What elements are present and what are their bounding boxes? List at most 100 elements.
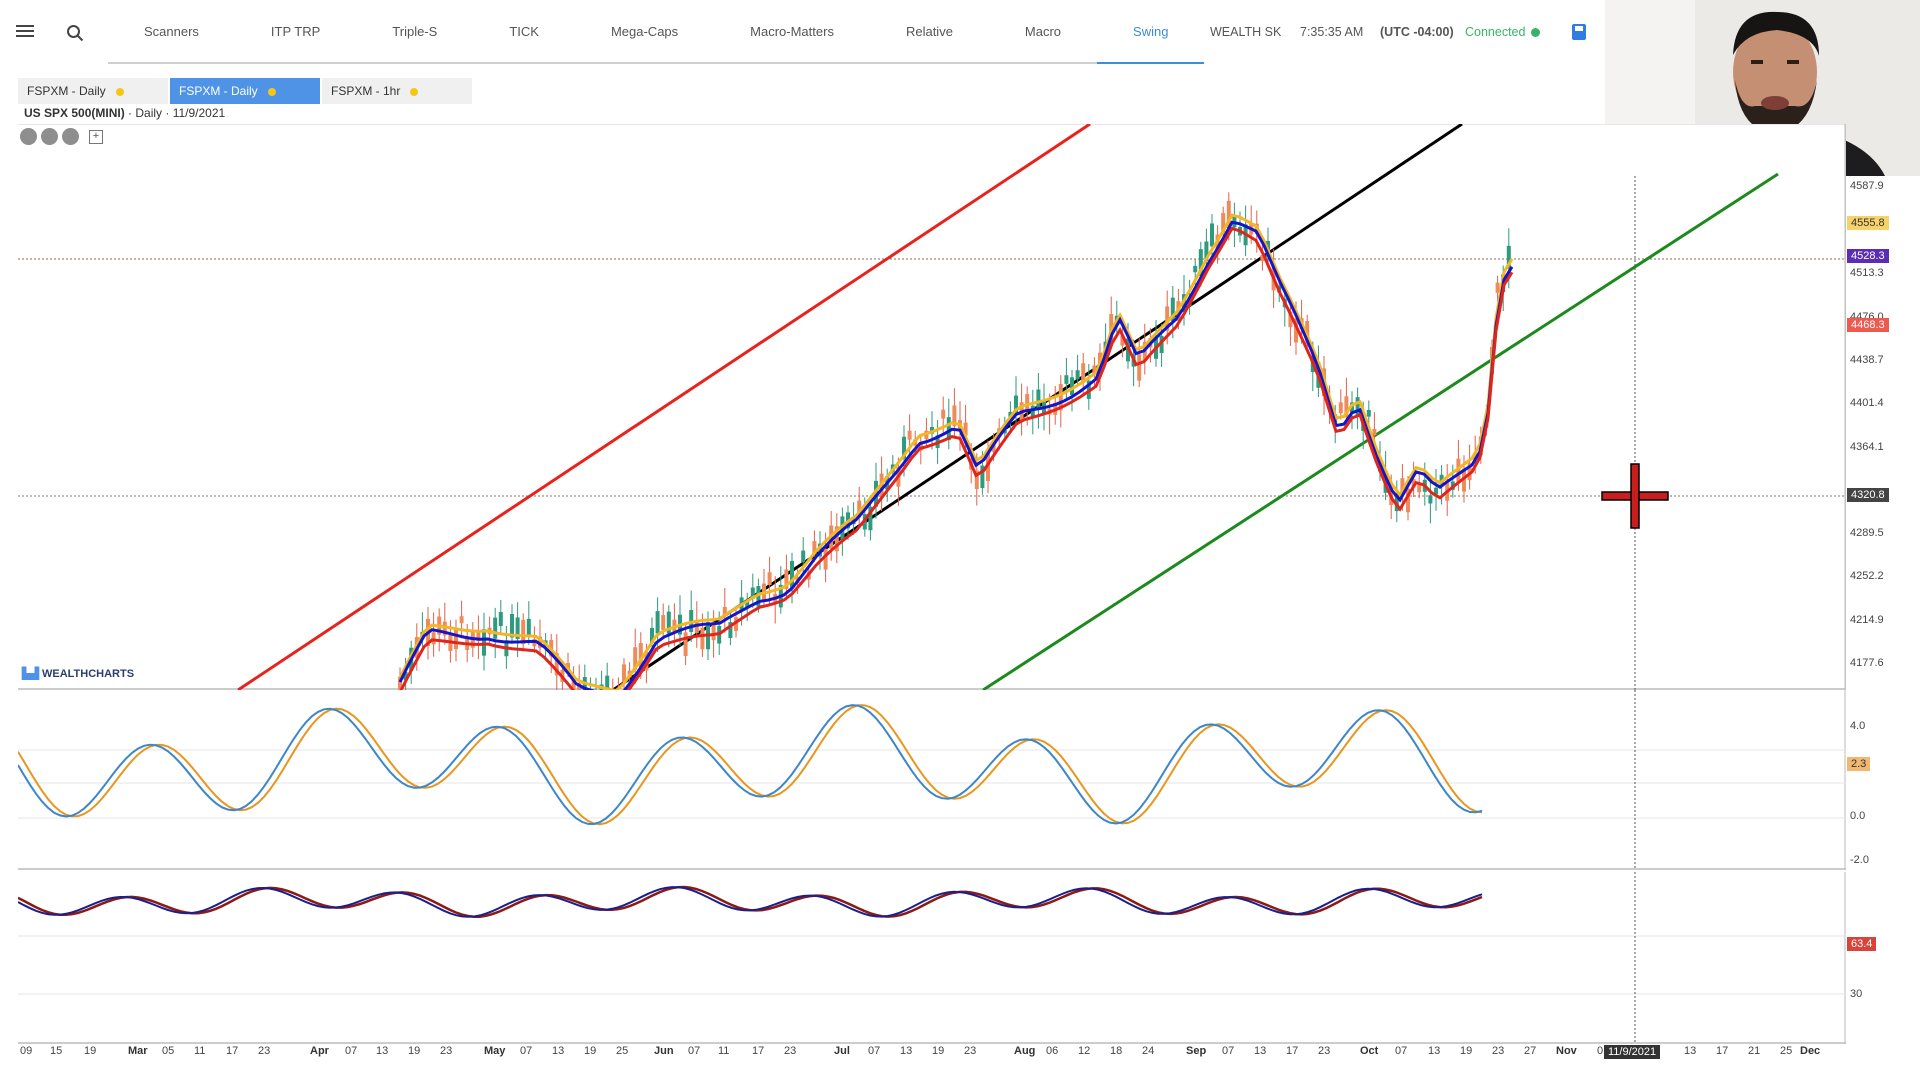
time-axis-label: 19 (408, 1045, 421, 1057)
candle-body (812, 541, 817, 555)
candle-body (554, 653, 559, 676)
tab-relative[interactable]: Relative (869, 0, 989, 64)
time-axis-label: 17 (752, 1045, 765, 1057)
candle-body (1064, 375, 1069, 384)
search-icon[interactable] (66, 24, 84, 42)
candle-body (442, 621, 447, 636)
candle-body (1221, 213, 1226, 233)
tab-tick[interactable]: TICK (473, 0, 575, 64)
price-axis-label: 4513.3 (1850, 267, 1884, 279)
expand-panel-icon[interactable] (62, 128, 79, 145)
oscillator-main-line (18, 704, 1483, 826)
tab-macro[interactable]: Macro (988, 0, 1098, 64)
candle-body (605, 675, 610, 690)
candle-body (1350, 402, 1354, 413)
candle-body (790, 560, 794, 588)
status-dot-icon (115, 87, 124, 96)
account-name[interactable]: WEALTH SK (1210, 25, 1282, 39)
candle-body (431, 632, 436, 645)
candle-body (784, 569, 789, 589)
candle-body (655, 611, 660, 634)
tab-mega-caps[interactable]: Mega-Caps (574, 0, 715, 64)
chart-tab-fspxm-daily-active[interactable]: FSPXM - Daily (170, 78, 320, 104)
candle-body (941, 409, 946, 419)
channel-lower-line[interactable] (982, 172, 1779, 690)
price-axis-label: 4214.9 (1850, 614, 1884, 626)
connection-status: Connected (1465, 0, 1541, 64)
candle-body (482, 629, 486, 656)
connection-label: Connected (1465, 25, 1526, 39)
price-chart[interactable] (18, 124, 1846, 690)
symbol-name: US SPX 500(MINI) (24, 106, 125, 120)
candle-body (767, 572, 772, 585)
tab-itp-trp[interactable]: ITP TRP (234, 0, 357, 64)
candle-body (454, 628, 458, 650)
oscillator-panel-1[interactable] (18, 690, 1846, 870)
wealthcharts-logo: ▙▟ WEALTHCHARTS (22, 667, 134, 680)
time-axis-label: 07 (688, 1045, 701, 1057)
candle-body (661, 615, 666, 630)
channel-upper-line[interactable] (237, 124, 1091, 690)
price-panel-controls: + (20, 128, 103, 145)
candle-body (1417, 482, 1422, 493)
chart-tab-label: FSPXM - 1hr (331, 84, 401, 98)
candle-body (571, 679, 576, 690)
candle-body (734, 617, 738, 631)
time-axis-label: Nov (1556, 1045, 1577, 1057)
time-axis-label: 27 (1524, 1045, 1537, 1057)
candle-body (946, 417, 951, 441)
candle-body (1288, 311, 1293, 328)
oscillator-panel-2[interactable] (18, 872, 1846, 1044)
price-axis-label: 4364.1 (1850, 441, 1884, 453)
crosshair-icon (1601, 463, 1669, 529)
price-tag-crosshair: 4320.8 (1847, 488, 1889, 502)
price-axis-label: 4587.9 (1850, 180, 1884, 192)
time-axis-label: Sep (1186, 1045, 1207, 1057)
close-panel-icon[interactable] (20, 128, 37, 145)
candle-body (823, 548, 828, 570)
time-axis-label: 13 (552, 1045, 565, 1057)
candle-body (711, 621, 716, 641)
time-axis-label: Oct (1360, 1045, 1379, 1057)
candle-body (728, 622, 733, 638)
status-dot-icon (410, 87, 419, 96)
time-axis-label: 11 (718, 1045, 730, 1057)
time-axis-label: Dec (1800, 1045, 1821, 1057)
tab-triple-s[interactable]: Triple-S (356, 0, 474, 64)
clock: 7:35:35 AM (1300, 25, 1364, 39)
osc1-axis-label: -2.0 (1850, 854, 1869, 866)
candle-body (1456, 458, 1461, 483)
oscillator-main-line (18, 886, 1483, 918)
time-axis-label: 07 (345, 1045, 358, 1057)
candle-body (1092, 365, 1097, 375)
hamburger-menu-icon[interactable] (16, 22, 34, 42)
candle-body (666, 611, 671, 634)
chart-tab-fspxm-1hr[interactable]: FSPXM - 1hr (322, 78, 472, 104)
osc1-value-tag: 2.3 (1847, 757, 1871, 771)
save-icon[interactable] (1572, 24, 1586, 40)
add-indicator-icon[interactable]: + (89, 130, 103, 144)
collapse-panel-icon[interactable] (41, 128, 58, 145)
time-axis-label: 23 (784, 1045, 797, 1057)
candle-body (1344, 396, 1349, 418)
time-axis-label: 07 (520, 1045, 533, 1057)
candle-body (1506, 245, 1511, 269)
tab-scanners[interactable]: Scanners (108, 0, 235, 64)
candle-body (650, 627, 654, 643)
candle-body (1434, 487, 1438, 495)
time-axis-label: 21 (1748, 1045, 1761, 1057)
tab-swing[interactable]: Swing (1097, 0, 1205, 64)
chart-tab-fspxm-daily[interactable]: FSPXM - Daily (18, 78, 168, 104)
price-axis-label: 4252.2 (1850, 570, 1884, 582)
candle-body (1355, 397, 1360, 415)
ema-blue-line (398, 220, 1514, 690)
candle-body (1014, 395, 1018, 415)
time-axis-label: 07 (868, 1045, 881, 1057)
logo-text: WEALTHCHARTS (41, 668, 135, 680)
time-axis-label: 23 (1492, 1045, 1505, 1057)
candle-body (1366, 409, 1371, 417)
osc2-axis-label: 30 (1850, 988, 1863, 1000)
time-axis-label: 23 (1318, 1045, 1331, 1057)
tab-macro-matters[interactable]: Macro-Matters (714, 0, 870, 64)
candle-body (722, 606, 727, 617)
